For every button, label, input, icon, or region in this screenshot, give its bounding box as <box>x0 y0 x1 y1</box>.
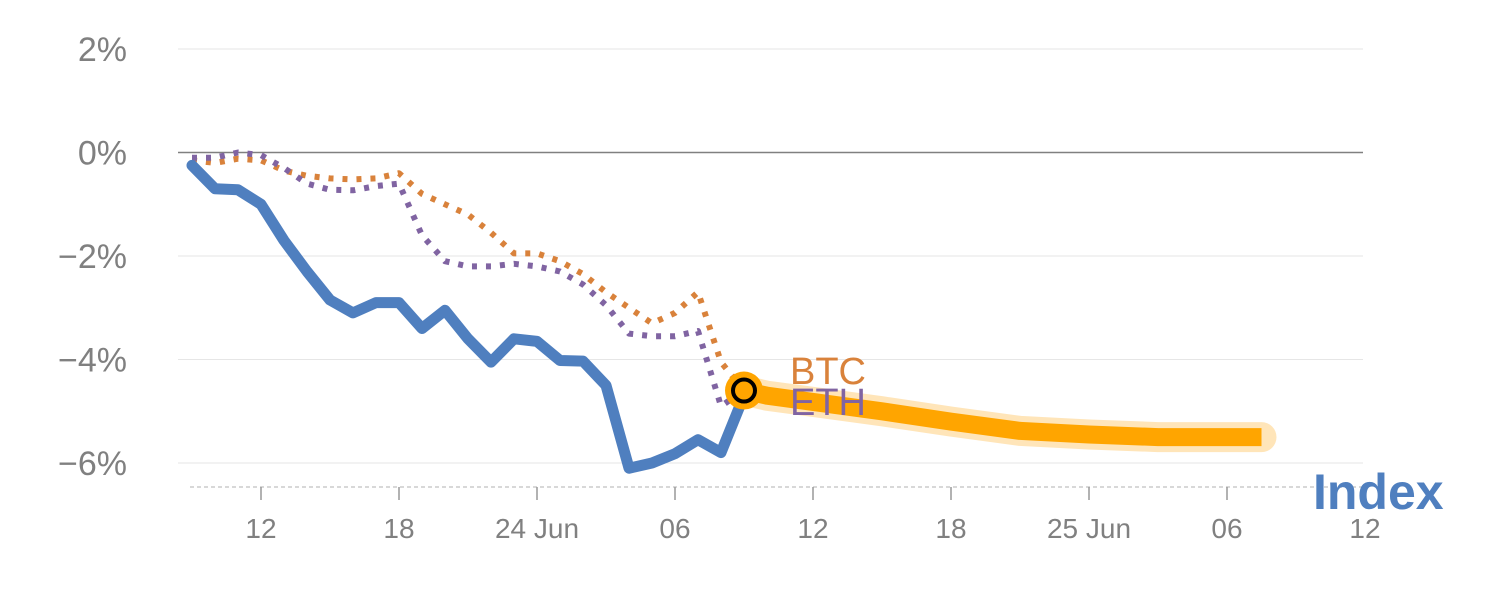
y-tick-label: −6% <box>58 445 127 483</box>
current-value-marker-halo <box>725 371 763 410</box>
x-tick-label: 25 Jun <box>1047 513 1131 544</box>
forecast-line <box>742 381 1262 447</box>
eth-label: ETH <box>790 382 866 424</box>
x-tick-label: 06 <box>659 513 690 544</box>
grid-layer <box>178 48 1363 464</box>
y-tick-label: 0% <box>78 135 127 173</box>
index-series-line <box>186 159 750 474</box>
x-tick-label: 12 <box>245 513 276 544</box>
label-layer: BTC ETH Index <box>790 351 1444 520</box>
btc-label: BTC <box>790 351 866 393</box>
btc-series-line <box>191 155 747 393</box>
series-layer <box>186 149 1277 474</box>
current-value-marker <box>731 377 757 404</box>
x-tick-label: 12 <box>797 513 828 544</box>
x-tick-label: 24 Jun <box>495 513 579 544</box>
eth-series-line <box>192 149 746 410</box>
marker-layer <box>725 371 763 410</box>
index-label: Index <box>1313 464 1444 520</box>
y-tick-label: 2% <box>78 31 127 69</box>
x-tick-label: 18 <box>935 513 966 544</box>
x-tick-label: 06 <box>1211 513 1242 544</box>
x-axis: 12 18 24 Jun 06 12 18 25 Jun 06 12 <box>190 486 1381 544</box>
x-tick-label: 12 <box>1349 513 1380 544</box>
y-axis: 2% 0% −2% −4% −6% <box>58 31 127 483</box>
x-tick-label: 18 <box>383 513 414 544</box>
y-tick-label: −2% <box>58 238 127 276</box>
y-tick-label: −4% <box>58 342 127 380</box>
